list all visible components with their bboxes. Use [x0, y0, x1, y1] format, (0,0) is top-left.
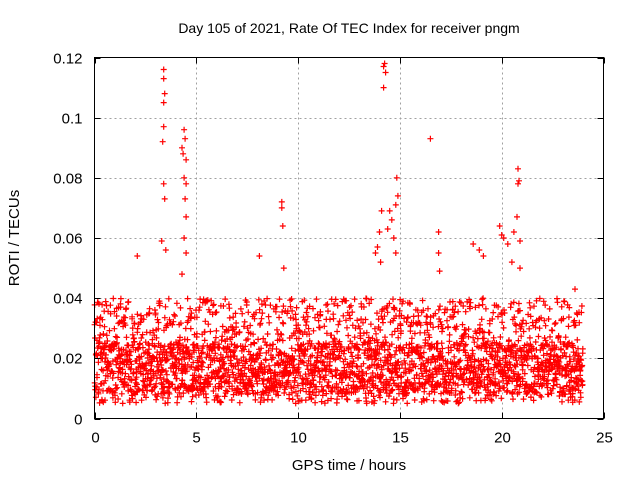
- x-axis-title: GPS time / hours: [292, 457, 406, 474]
- y-tick-label: 0.1: [62, 111, 83, 128]
- axis-layer: 0 0.02 0.04 0.06 0.08 0.1 0.12 0 5 10 15 20 25: [53, 51, 613, 447]
- y-tick-label: 0.04: [53, 291, 82, 308]
- x-tick-label: 15: [392, 430, 409, 447]
- y-tick-label: 0.12: [53, 51, 82, 68]
- x-tick-label: 5: [192, 430, 200, 447]
- chart-title: Day 105 of 2021, Rate Of TEC Index for r…: [178, 20, 519, 36]
- y-tick-label: 0.02: [53, 351, 82, 368]
- x-tick-label: 20: [494, 430, 511, 447]
- x-tick-label: 0: [91, 430, 99, 447]
- x-tick-label: 10: [290, 430, 307, 447]
- roti-data-points: [91, 60, 586, 407]
- y-tick-label: 0.06: [53, 231, 82, 248]
- data-points-layer: [91, 60, 586, 407]
- y-tick-label: 0: [74, 412, 82, 429]
- y-tick-label: 0.08: [53, 171, 82, 188]
- x-tick-label: 25: [596, 430, 613, 447]
- y-axis-title: ROTI / TECUs: [6, 190, 23, 286]
